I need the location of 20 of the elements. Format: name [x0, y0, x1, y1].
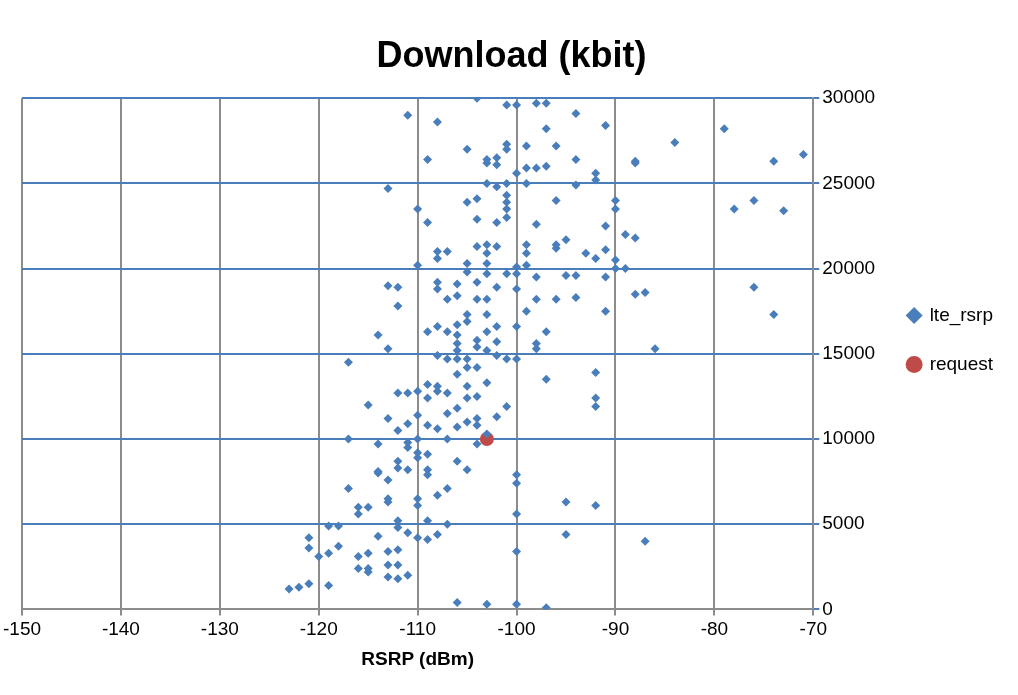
y-tick-label: 10000 [822, 427, 876, 449]
x-tick-label: -80 [700, 618, 729, 640]
y-tick-label: 30000 [822, 86, 876, 108]
x-tick-label: -110 [399, 618, 436, 640]
chart-title: Download (kbit) [376, 33, 647, 75]
x-tick-label: -140 [101, 618, 140, 640]
y-tick-label: 5000 [822, 512, 865, 534]
y-tick-label: 25000 [822, 171, 876, 193]
x-tick-label: -130 [200, 618, 239, 640]
y-tick-label: 15000 [822, 342, 876, 364]
legend-label: lte_rsrp [929, 303, 993, 326]
x-axis-title: RSRP (dBm) [361, 647, 474, 669]
x-tick-label: -90 [601, 618, 630, 640]
y-tick-label: 20000 [822, 256, 876, 278]
x-tick-label: -100 [497, 618, 536, 640]
legend-label: request [929, 352, 994, 374]
x-tick-label: -70 [799, 618, 828, 640]
x-tick-label: -120 [299, 618, 338, 640]
y-tick-label: 0 [822, 597, 833, 619]
x-tick-label: -150 [3, 618, 42, 640]
